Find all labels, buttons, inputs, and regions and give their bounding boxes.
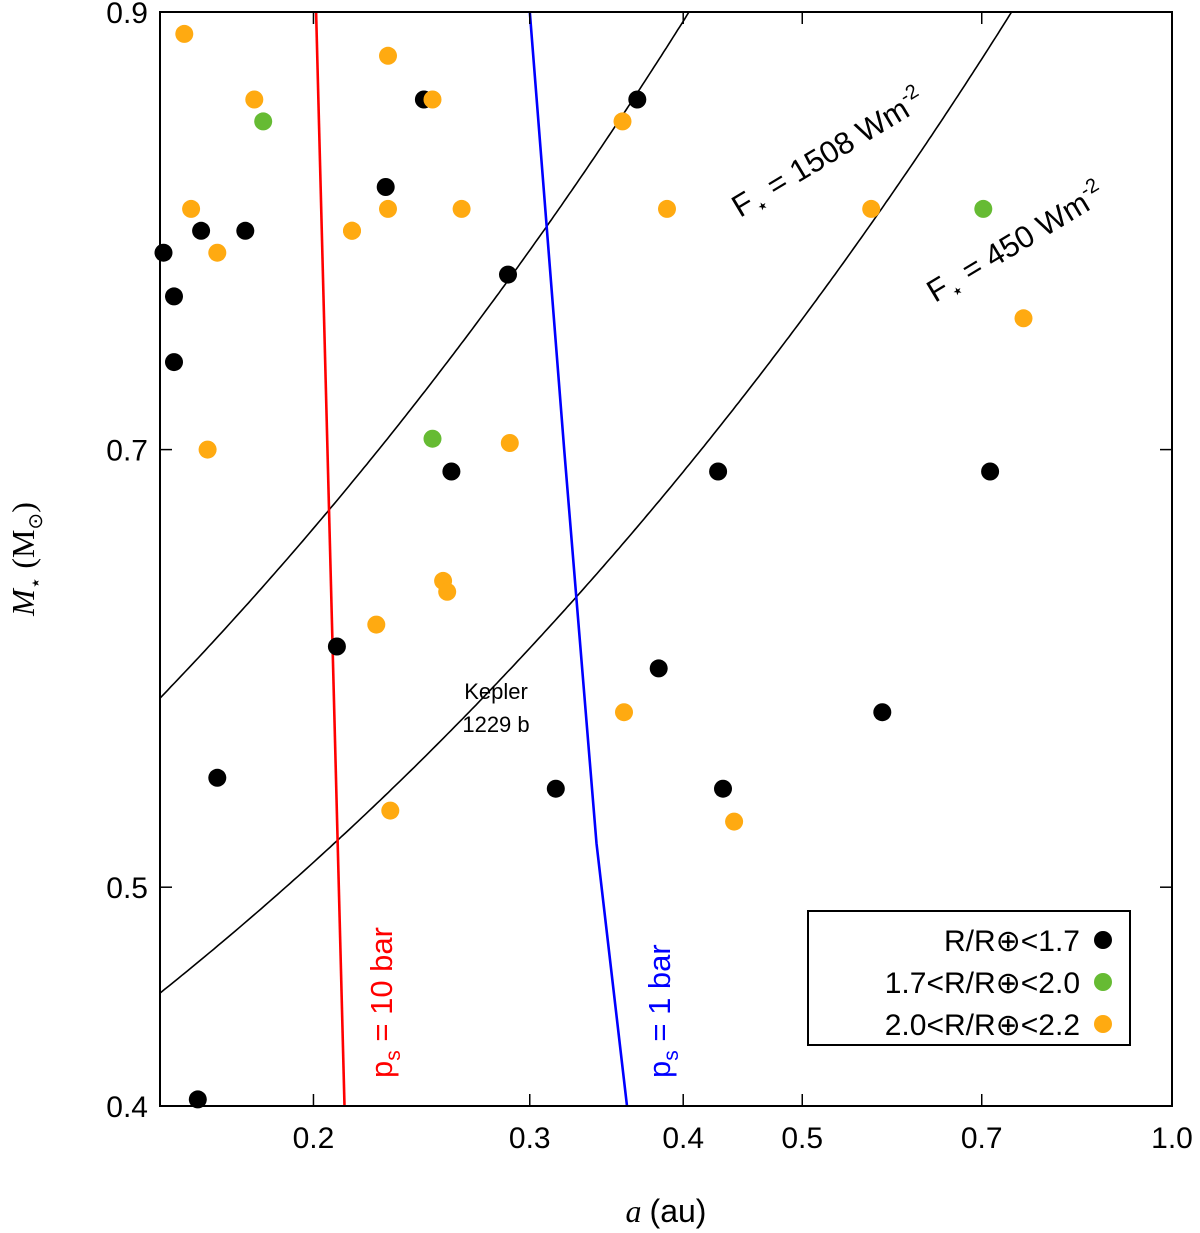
- data-point-s2-10: [613, 112, 632, 131]
- legend-label-1: 1.7<R/R⊕<2.0: [885, 967, 1080, 1000]
- data-point-s1-1: [974, 199, 993, 218]
- data-point-s0-14: [873, 703, 892, 722]
- legend-box: [807, 910, 1131, 1046]
- data-point-s0-9: [442, 462, 461, 481]
- y-tick-label-1: 0.5: [106, 872, 148, 905]
- ticks-layer: 0.2 0.3 0.4 0.5 0.7 1.0 0.4 0.5 0.7 0.9: [106, 0, 1193, 1155]
- data-point-s0-5: [376, 178, 395, 196]
- data-point-s0-17: [714, 779, 732, 798]
- data-point-s2-18: [367, 615, 386, 634]
- x-tick-label-0: 0.2: [293, 1122, 335, 1155]
- data-point-s2-20: [381, 801, 400, 820]
- x-axis-title: a (au): [626, 1193, 707, 1229]
- data-point-s2-5: [343, 221, 361, 240]
- x-tick-label-3: 0.5: [781, 1122, 823, 1155]
- annotation-layer: Kepler 1229 b: [462, 679, 529, 737]
- data-point-s0-11: [981, 462, 1000, 481]
- curve-1: [160, 12, 1013, 995]
- data-point-s2-3: [245, 90, 264, 109]
- data-point-s0-8: [628, 90, 647, 109]
- x-tick-label-4: 0.7: [961, 1122, 1003, 1155]
- x-tick-label-5: 1.0: [1151, 1122, 1193, 1155]
- data-point-s0-12: [649, 659, 668, 678]
- legend-marker-2: [1094, 1015, 1112, 1033]
- x-tick-label-1: 0.3: [509, 1122, 551, 1155]
- curves-layer: [160, 12, 1013, 1106]
- curve-3: [528, 12, 629, 1106]
- data-point-s0-3: [192, 221, 211, 240]
- annotation-line2-0: 1229 b: [462, 712, 529, 737]
- data-point-s2-12: [862, 199, 881, 218]
- data-point-s0-13: [327, 637, 346, 656]
- data-point-s2-0: [175, 24, 194, 43]
- data-point-s2-9: [452, 199, 471, 218]
- data-point-s0-2: [165, 353, 183, 372]
- data-point-s0-1: [165, 287, 183, 306]
- data-point-s0-7: [499, 265, 517, 284]
- data-point-s0-16: [546, 779, 565, 798]
- legend: R/R⊕<1.7 1.7<R/R⊕<2.0 2.0<R/R⊕<2.2: [807, 910, 1131, 1046]
- y-tick-label-0: 0.4: [106, 1091, 148, 1124]
- data-point-s0-10: [709, 462, 728, 481]
- data-point-s2-17: [438, 582, 457, 601]
- data-point-s2-19: [615, 703, 633, 722]
- data-point-s0-18: [188, 1090, 207, 1109]
- points-layer: [154, 24, 1033, 1109]
- curve-label-2: ps = 10 bar: [364, 927, 405, 1078]
- legend-label-2: 2.0<R/R⊕<2.2: [885, 1009, 1080, 1042]
- data-point-s0-4: [236, 221, 255, 240]
- data-point-s2-11: [658, 199, 676, 218]
- legend-marker-0: [1094, 931, 1112, 949]
- data-point-s1-2: [423, 429, 442, 448]
- data-point-s0-15: [208, 768, 227, 787]
- data-point-s2-7: [379, 199, 397, 218]
- data-point-s2-2: [208, 243, 227, 262]
- curve-label-0: F⋆ = 1508 Wm-2: [725, 80, 934, 229]
- curve-2: [314, 12, 346, 1106]
- y-axis-title: M⋆ (M⊙): [5, 502, 47, 617]
- plot-frame: [159, 11, 1173, 1107]
- curve-label-1: F⋆ = 450 Wm-2: [920, 174, 1114, 314]
- curve-0: [160, 12, 690, 700]
- legend-marker-1: [1094, 973, 1112, 991]
- data-point-s2-14: [198, 440, 217, 459]
- data-point-s1-0: [254, 112, 273, 131]
- annotation-line1-0: Kepler: [464, 679, 528, 704]
- y-tick-label-3: 0.9: [106, 0, 148, 30]
- curve-label-3: ps = 1 bar: [642, 944, 683, 1078]
- x-tick-label-2: 0.4: [662, 1122, 704, 1155]
- data-point-s2-13: [1014, 309, 1033, 328]
- data-point-s2-6: [379, 46, 397, 65]
- y-tick-label-2: 0.7: [106, 435, 148, 468]
- data-point-s2-1: [182, 199, 201, 218]
- legend-label-0: R/R⊕<1.7: [944, 925, 1080, 958]
- data-point-s2-15: [500, 434, 519, 452]
- data-point-s2-21: [725, 812, 744, 831]
- data-point-s0-0: [154, 243, 173, 262]
- data-point-s2-8: [423, 90, 442, 109]
